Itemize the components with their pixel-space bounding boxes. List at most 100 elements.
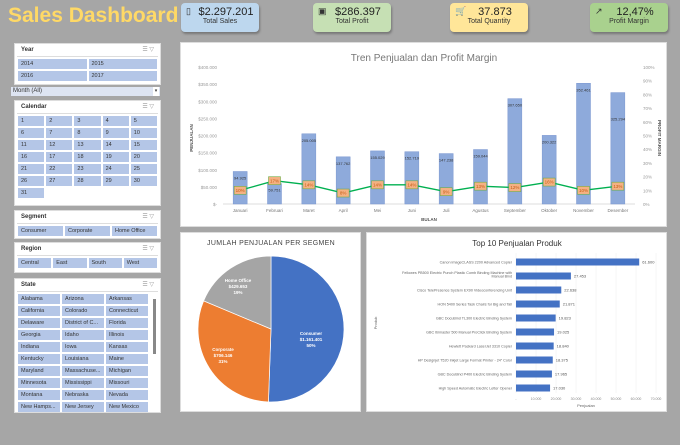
state-scrollbar[interactable] bbox=[153, 299, 156, 354]
multi-select-and-clear-filter-icons[interactable]: ☰ ▽ bbox=[142, 282, 154, 288]
slicer-item-state[interactable]: California bbox=[18, 306, 60, 316]
slicer-item-calendar[interactable]: 1 bbox=[18, 116, 45, 126]
slicer-item-state[interactable]: Arkansas bbox=[106, 294, 148, 304]
slicer-item-calendar[interactable]: 17 bbox=[46, 152, 73, 162]
calculator-icon: ▯ bbox=[186, 6, 191, 16]
slicer-item-calendar[interactable]: 13 bbox=[74, 140, 101, 150]
slicer-item-region[interactable]: South bbox=[88, 258, 122, 268]
slicer-item-year[interactable]: 2016 bbox=[18, 71, 87, 81]
slicer-item-segment[interactable]: Consumer bbox=[18, 226, 63, 236]
margin-data-label-box bbox=[542, 177, 556, 187]
slicer-item-segment[interactable]: Home Office bbox=[112, 226, 157, 236]
margin-data-label-box bbox=[336, 188, 350, 198]
slicer-item-year[interactable]: 2014 bbox=[18, 59, 87, 69]
slicer-item-calendar[interactable]: 20 bbox=[130, 152, 157, 162]
slicer-item-state[interactable]: Nevada bbox=[106, 390, 148, 400]
slicer-item-calendar[interactable]: 22 bbox=[46, 164, 73, 174]
margin-data-label: 9% bbox=[443, 189, 450, 194]
slicer-item-calendar[interactable]: 30 bbox=[130, 176, 157, 186]
slicer-item-calendar[interactable]: 16 bbox=[18, 152, 45, 162]
x-tick-label: 20.000 bbox=[551, 397, 562, 401]
bar-data-label: 61.600 bbox=[642, 260, 655, 265]
product-bar bbox=[516, 272, 571, 280]
multi-select-and-clear-filter-icons[interactable]: ☰ ▽ bbox=[142, 246, 154, 252]
product-bar bbox=[516, 314, 556, 322]
margin-data-label: 13% bbox=[476, 184, 485, 189]
slicer-item-state[interactable]: Mississippi bbox=[62, 378, 104, 388]
slicer-item-calendar[interactable]: 24 bbox=[102, 164, 129, 174]
slicer-item-state[interactable]: Delaware bbox=[18, 318, 60, 328]
multi-select-and-clear-filter-icons[interactable]: ☰ ▽ bbox=[142, 47, 154, 53]
slicer-item-state[interactable]: Massachuse... bbox=[62, 366, 104, 376]
slicer-item-calendar[interactable]: 9 bbox=[102, 128, 129, 138]
slicer-item-state[interactable]: New Jersey bbox=[62, 402, 104, 412]
slicer-item-state[interactable]: Florida bbox=[106, 318, 148, 328]
y-axis-title: Produk bbox=[373, 317, 378, 330]
slicer-item-calendar[interactable]: 26 bbox=[18, 176, 45, 186]
bar-juni bbox=[404, 151, 420, 205]
slicer-item-calendar[interactable]: 3 bbox=[74, 116, 101, 126]
slicer-item-calendar[interactable]: 7 bbox=[46, 128, 73, 138]
slicer-item-state[interactable]: Montana bbox=[18, 390, 60, 400]
slicer-item-calendar[interactable]: 11 bbox=[18, 140, 45, 150]
multi-select-and-clear-filter-icons[interactable]: ☰ ▽ bbox=[142, 214, 154, 220]
slicer-item-calendar[interactable]: 31 bbox=[18, 188, 45, 198]
slicer-item-state[interactable]: Colorado bbox=[62, 306, 104, 316]
slicer-item-state[interactable]: Connecticut bbox=[106, 306, 148, 316]
slicer-item-state[interactable]: New Hamps... bbox=[18, 402, 60, 412]
bar-oktober bbox=[541, 135, 557, 205]
slicer-item-state[interactable]: Maryland bbox=[18, 366, 60, 376]
slicer-item-calendar[interactable]: 6 bbox=[18, 128, 45, 138]
slicer-item-state[interactable]: Illinois bbox=[106, 330, 148, 340]
kpi-value: $286.397 bbox=[335, 6, 381, 18]
slicer-item-year[interactable]: 2017 bbox=[88, 71, 157, 81]
slicer-item-calendar[interactable]: 27 bbox=[46, 176, 73, 186]
slicer-item-state[interactable]: Georgia bbox=[18, 330, 60, 340]
kpi-label: Total Quantity bbox=[467, 18, 511, 25]
multi-select-and-clear-filter-icons[interactable]: ☰ ▽ bbox=[142, 104, 154, 110]
slicer-item-state[interactable]: Michigan bbox=[106, 366, 148, 376]
slicer-item-calendar[interactable]: 28 bbox=[74, 176, 101, 186]
slicer-item-state[interactable]: District of C... bbox=[62, 318, 104, 328]
slicer-item-state[interactable]: Indiana bbox=[18, 342, 60, 352]
slicer-item-state[interactable]: Arizona bbox=[62, 294, 104, 304]
slicer-item-state[interactable]: Alabama bbox=[18, 294, 60, 304]
slicer-item-calendar[interactable]: 14 bbox=[102, 140, 129, 150]
slicer-item-calendar[interactable]: 23 bbox=[74, 164, 101, 174]
slicer-item-calendar[interactable]: 29 bbox=[102, 176, 129, 186]
slicer-item-state[interactable]: Missouri bbox=[106, 378, 148, 388]
slicer-item-calendar[interactable]: 8 bbox=[74, 128, 101, 138]
slicer-item-calendar[interactable]: 2 bbox=[46, 116, 73, 126]
x-tick-label: Januari bbox=[233, 208, 248, 213]
y2-tick-label: 40% bbox=[643, 147, 652, 152]
pie-label-value: $706.146 bbox=[214, 353, 233, 358]
slicer-item-region[interactable]: East bbox=[53, 258, 87, 268]
slicer-item-state[interactable]: Idaho bbox=[62, 330, 104, 340]
slicer-item-region[interactable]: Central bbox=[18, 258, 52, 268]
dropdown-arrow-icon[interactable]: ▾ bbox=[153, 87, 159, 96]
slicer-item-state[interactable]: Minnesota bbox=[18, 378, 60, 388]
slicer-item-year[interactable]: 2015 bbox=[88, 59, 157, 69]
slicer-item-calendar[interactable]: 10 bbox=[130, 128, 157, 138]
slicer-item-calendar[interactable]: 19 bbox=[102, 152, 129, 162]
slicer-item-state[interactable]: Nebraska bbox=[62, 390, 104, 400]
slicer-item-calendar[interactable]: 12 bbox=[46, 140, 73, 150]
slicer-item-state[interactable]: Louisiana bbox=[62, 354, 104, 364]
slicer-item-state[interactable]: Iowa bbox=[62, 342, 104, 352]
slicer-item-state[interactable]: Kansas bbox=[106, 342, 148, 352]
slicer-item-state[interactable]: Maine bbox=[106, 354, 148, 364]
slicer-item-calendar[interactable]: 18 bbox=[74, 152, 101, 162]
slicer-item-calendar[interactable]: 4 bbox=[102, 116, 129, 126]
slicer-item-region[interactable]: West bbox=[123, 258, 157, 268]
month-filter-dropdown[interactable]: Month (All) ▾ bbox=[11, 87, 160, 96]
slicer-item-segment[interactable]: Corporate bbox=[65, 226, 110, 236]
slicer-item-calendar[interactable]: 21 bbox=[18, 164, 45, 174]
segment-pie-chart: JUMLAH PENJUALAN PER SEGMEN Consumer $1.16… bbox=[180, 232, 361, 412]
bar-data-label: 205.005 bbox=[302, 138, 317, 143]
slicer-item-calendar[interactable]: 25 bbox=[130, 164, 157, 174]
slicer-item-state[interactable]: Kentucky bbox=[18, 354, 60, 364]
slicer-item-calendar[interactable]: 15 bbox=[130, 140, 157, 150]
slicer-item-calendar[interactable]: 5 bbox=[130, 116, 157, 126]
slicer-item-state[interactable]: New Mexico bbox=[106, 402, 148, 412]
x-tick-label: 50.000 bbox=[611, 397, 622, 401]
